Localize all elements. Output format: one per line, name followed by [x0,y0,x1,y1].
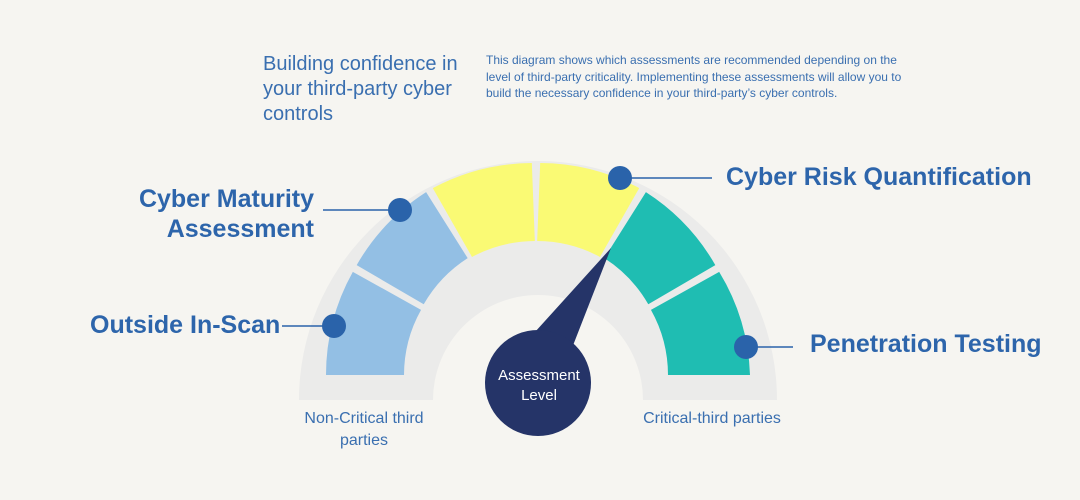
segment-penetration-testing [650,271,750,375]
segment-cyber-maturity [356,192,468,305]
diagram-heading: Building confidence in your third-party … [263,53,458,125]
label-critical: Critical-third parties [643,410,781,427]
diagram-description: This diagram shows which assessments are… [486,53,902,100]
marker-outside-in-scan [322,314,346,338]
marker-cyber-maturity [388,198,412,222]
label-cyber-maturity: Cyber Maturity Assessment [138,185,314,243]
marker-cyber-risk [608,166,632,190]
gauge-center-label: Assessment Level [498,367,580,404]
marker-penetration-testing [734,335,758,359]
label-outside-in-scan: Outside In-Scan [90,311,281,339]
label-non-critical: Non-Critical third parties [304,410,424,449]
segment-yellow-left [432,163,535,257]
label-penetration-testing: Penetration Testing [810,330,1042,358]
segment-cyber-risk-quantification [604,192,716,305]
segment-outside-in-scan [326,271,422,375]
gauge-hub [485,330,591,436]
label-cyber-risk-quantification: Cyber Risk Quantification [726,163,1032,191]
